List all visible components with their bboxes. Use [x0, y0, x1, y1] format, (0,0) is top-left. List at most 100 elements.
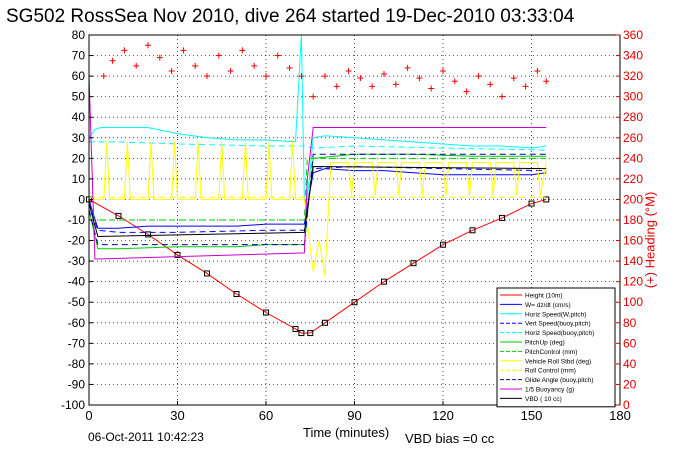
heading-point — [333, 83, 340, 90]
height-marker — [543, 196, 550, 203]
y-tick-label: 70 — [72, 49, 86, 63]
heading-point — [100, 73, 107, 80]
y-tick-label: -70 — [68, 336, 86, 350]
y2-tick-label: 260 — [623, 131, 643, 145]
x-tick-label: 150 — [521, 408, 543, 423]
height-marker — [307, 330, 314, 337]
height-marker — [469, 227, 476, 234]
height-marker — [410, 260, 417, 267]
heading-point — [543, 78, 550, 85]
heading-point — [345, 67, 352, 74]
footer-date: 06-Oct-2011 10:42:23 — [88, 430, 204, 444]
y-tick-label: 80 — [72, 28, 86, 42]
heading-point — [215, 52, 222, 59]
height-marker — [263, 309, 269, 316]
legend-label: Glide Angle (buoy,pitch) — [525, 377, 594, 384]
y-tick-label: -100 — [61, 398, 85, 412]
y2-tick-label: 100 — [623, 295, 643, 309]
heading-point — [369, 83, 376, 90]
height-marker — [292, 325, 299, 332]
series-line-10 — [88, 76, 547, 260]
heading-point — [510, 75, 517, 82]
y2-tick-label: 180 — [623, 213, 643, 227]
heading-point — [487, 81, 494, 88]
series-line-11 — [88, 166, 547, 237]
vbd-bias-text: VBD bias =0 cc — [405, 431, 495, 446]
heading-point — [156, 54, 163, 61]
y-tick-label: 60 — [72, 69, 86, 83]
legend-box — [496, 287, 616, 408]
y-tick-label: 30 — [72, 131, 86, 145]
legend-label: PitchControl (mm) — [525, 349, 577, 356]
series-line-4 — [89, 141, 547, 151]
grid — [89, 35, 620, 405]
y2-tick-label: 240 — [623, 151, 643, 165]
y2-tick-label: 80 — [623, 316, 637, 330]
y-tick-label: -80 — [68, 357, 86, 371]
heading-point — [192, 62, 199, 69]
x-tick-label: 90 — [347, 408, 361, 423]
series-line-7 — [89, 141, 547, 276]
heading-point — [440, 67, 446, 74]
chart-title: SG502 RossSea Nov 2010, dive 264 started… — [6, 6, 575, 27]
heading-point — [451, 78, 458, 85]
y-tick-label: 10 — [72, 172, 86, 186]
y-tick-label: -90 — [68, 377, 86, 391]
heading-point — [322, 73, 328, 80]
heading-point — [416, 75, 423, 82]
x-tick-label: 120 — [432, 408, 454, 423]
y2-tick-label: 0 — [623, 398, 630, 412]
legend-label: Horiz Speed(buoy,pitch) — [525, 330, 594, 337]
heading-point — [145, 42, 151, 49]
y2-tick-label: 60 — [623, 336, 637, 350]
legend-label: PitchUp (deg) — [525, 340, 565, 347]
y-tick-label: 40 — [72, 110, 86, 124]
heading-point — [239, 47, 246, 54]
legend-label: Height (10m) — [525, 293, 563, 300]
height-marker — [115, 212, 122, 219]
y2-tick-label: 160 — [623, 234, 643, 248]
heading-point — [227, 67, 234, 74]
height-marker — [174, 251, 181, 258]
heading-point — [534, 67, 541, 74]
x-tick-label: 180 — [609, 408, 631, 423]
heading-point — [298, 73, 305, 80]
y-tick-label: 0 — [78, 192, 85, 206]
legend-label: Vert Speed(buoy,pitch) — [525, 321, 591, 328]
legend-label: 1/5 Buoyancy (g) — [525, 387, 574, 394]
x-tick-label: 30 — [170, 408, 184, 423]
y-tick-label: 20 — [72, 151, 86, 165]
heading-point — [168, 67, 175, 74]
y2-tick-label: 120 — [623, 275, 643, 289]
heading-point — [251, 62, 258, 69]
heading-point — [274, 52, 281, 59]
y2-tick-label: 140 — [623, 254, 643, 268]
heading-point — [286, 64, 293, 71]
height-marker — [233, 291, 240, 297]
heading-point — [109, 57, 116, 64]
height-marker — [298, 330, 305, 337]
legend-label: Vehicle Roll Stbd (deg) — [525, 358, 591, 365]
heading-point — [499, 93, 505, 100]
height-marker — [145, 231, 151, 238]
heading-point — [475, 73, 482, 80]
y-tick-label: -50 — [68, 295, 86, 309]
height-marker — [322, 319, 328, 326]
heading-point — [357, 75, 364, 82]
x-tick-label: 60 — [259, 408, 273, 423]
heading-point — [204, 73, 210, 80]
y2-tick-label: 280 — [623, 110, 643, 124]
heading-point — [133, 62, 140, 69]
series-lines — [86, 34, 550, 337]
heading-point — [180, 47, 187, 54]
y2-axis-label: (+) Heading (°M) — [642, 191, 658, 289]
series-line-0 — [88, 198, 547, 334]
y2-tick-label: 220 — [623, 172, 643, 186]
y-tick-label: -40 — [68, 275, 86, 289]
tick-labels: 0 30 60 90 120 150 180-100-90-80-70-60-50-40-3… — [61, 28, 643, 423]
heading-point — [121, 47, 128, 54]
y2-tick-label: 340 — [623, 49, 643, 63]
y2-tick-label: 360 — [623, 28, 643, 42]
heading-point — [381, 71, 387, 78]
